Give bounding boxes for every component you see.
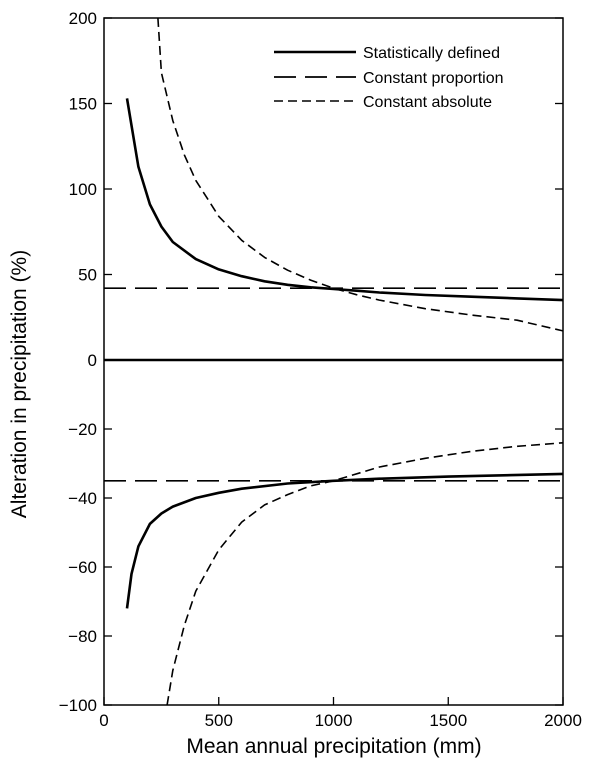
x-tick-label: 1000 (315, 711, 353, 730)
y-tick-label: −100 (59, 696, 97, 715)
y-tick-label: −80 (68, 627, 97, 646)
x-tick-label: 1500 (429, 711, 467, 730)
legend-label-statistically-defined: Statistically defined (363, 45, 500, 62)
y-tick-label: 100 (69, 180, 97, 199)
y-axis-title: Alteration in precipitation (%) (8, 250, 31, 518)
y-tick-label: −60 (68, 558, 97, 577)
series-constant-absolute-bottom (166, 442, 563, 705)
x-tick-label: 500 (205, 711, 233, 730)
series-lines (104, 18, 563, 705)
series-statistically-defined-bottom (125, 472, 563, 609)
legend-label-constant-proportion: Constant proportion (363, 70, 504, 87)
y-tick-label: −20 (68, 420, 97, 439)
x-axis-title: Mean annual precipitation (mm) (186, 735, 481, 758)
y-tick-label: 200 (69, 9, 97, 28)
legend: Statistically defined Constant proportion… (274, 45, 504, 111)
legend-label-constant-absolute: Constant absolute (363, 94, 492, 111)
ticks: 0 50 100 150 200 −100 −80 −60 −40 −20 0 500 1000 1500… (59, 9, 582, 730)
y-tick-label: −40 (68, 489, 97, 508)
y-tick-label: 50 (78, 266, 97, 285)
y-tick-label: 0 (88, 351, 97, 370)
series-constant-absolute-top (157, 18, 563, 332)
series-statistically-defined-top (125, 98, 563, 302)
y-tick-label: 150 (69, 95, 97, 114)
x-tick-label: 2000 (544, 711, 582, 730)
x-tick-label: 0 (99, 711, 108, 730)
